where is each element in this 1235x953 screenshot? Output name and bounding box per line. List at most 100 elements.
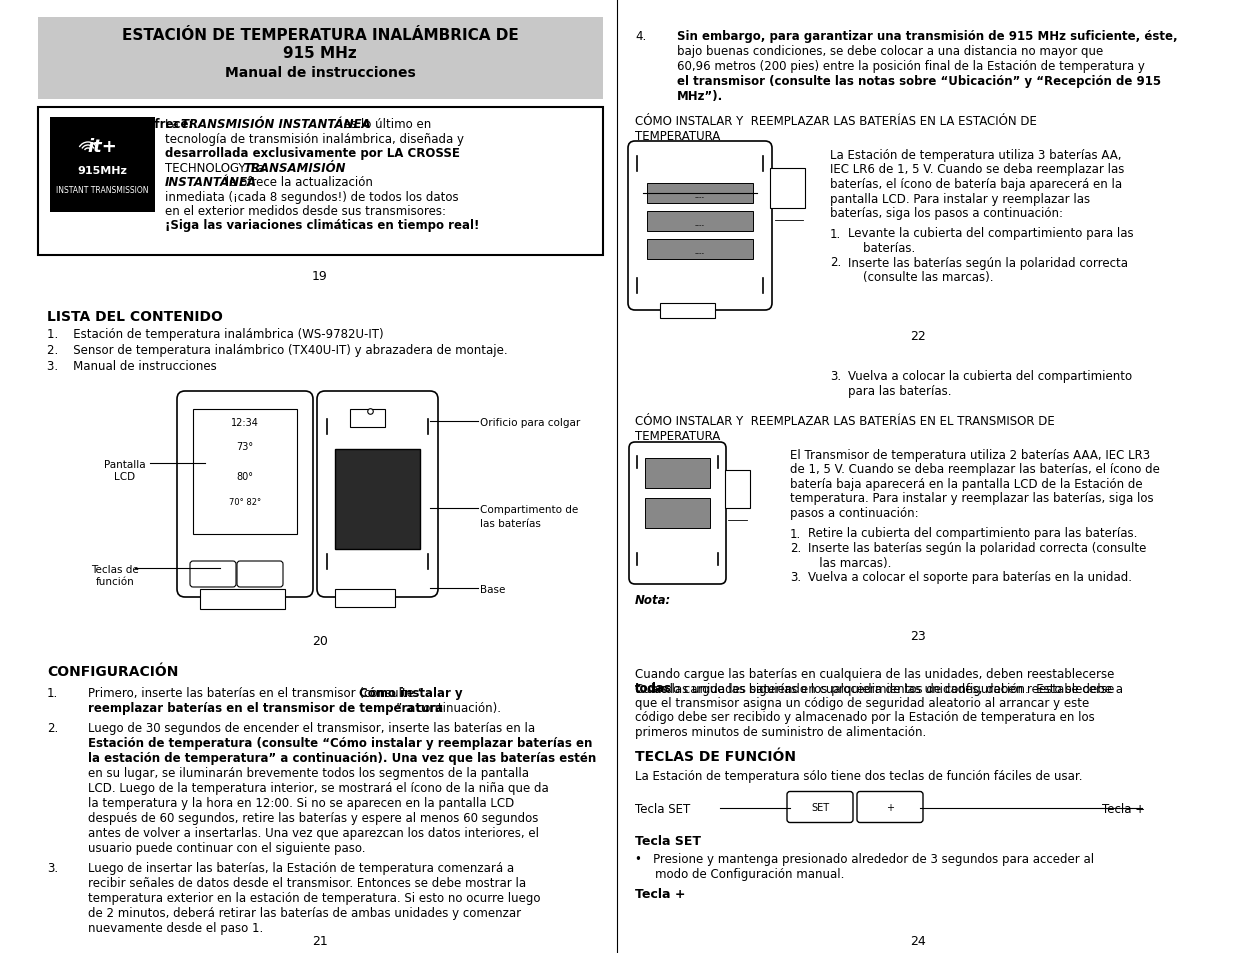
Text: Tecla SET: Tecla SET <box>635 835 701 847</box>
Text: 1.: 1. <box>830 227 841 240</box>
Text: Primero, inserte las baterías en el transmisor (consulte “: Primero, inserte las baterías en el tran… <box>88 686 424 700</box>
Text: 24: 24 <box>910 934 926 947</box>
Text: 3.: 3. <box>790 571 802 583</box>
Text: es lo último en: es lo último en <box>340 118 431 131</box>
Text: Sin embargo, para garantizar una transmisión de 915 MHz suficiente, éste,: Sin embargo, para garantizar una transmi… <box>677 30 1178 43</box>
Text: reemplazar baterías en el transmisor de temperatura: reemplazar baterías en el transmisor de … <box>88 701 443 714</box>
Text: 2.: 2. <box>830 256 841 269</box>
Text: Este producto ofrece:: Este producto ofrece: <box>49 118 194 131</box>
Text: LISTA DEL CONTENIDO: LISTA DEL CONTENIDO <box>47 310 222 324</box>
Text: 73°: 73° <box>236 441 253 452</box>
Text: Cómo instalar y: Cómo instalar y <box>359 686 463 700</box>
Text: ----: ---- <box>695 193 705 200</box>
Text: La: La <box>165 118 183 131</box>
Bar <box>645 498 710 529</box>
Bar <box>38 18 603 100</box>
Text: 2.: 2. <box>790 541 802 555</box>
Text: +: + <box>885 802 894 812</box>
Text: desarrollada exclusivamente por LA CROSSE: desarrollada exclusivamente por LA CROSS… <box>165 147 459 160</box>
Bar <box>725 471 750 509</box>
FancyBboxPatch shape <box>787 792 853 822</box>
Text: usuario puede continuar con el siguiente paso.: usuario puede continuar con el siguiente… <box>88 841 366 854</box>
Text: 21: 21 <box>312 934 327 947</box>
Text: LCD: LCD <box>115 472 136 481</box>
Bar <box>38 108 603 255</box>
Text: 2.    Sensor de temperatura inalámbrico (TX40U-IT) y abrazadera de montaje.: 2. Sensor de temperatura inalámbrico (TX… <box>47 344 508 356</box>
Text: TEMPERATURA: TEMPERATURA <box>635 430 720 442</box>
Text: pasos a continuación:: pasos a continuación: <box>790 506 919 519</box>
Bar <box>193 410 296 535</box>
Text: temperatura exterior en la estación de temperatura. Si esto no ocurre luego: temperatura exterior en la estación de t… <box>88 891 541 904</box>
Text: 23: 23 <box>910 629 926 642</box>
Text: TECLAS DE FUNCIÓN: TECLAS DE FUNCIÓN <box>635 750 797 763</box>
Text: Orificio para colgar: Orificio para colgar <box>480 417 580 428</box>
FancyBboxPatch shape <box>629 442 726 584</box>
Text: 20: 20 <box>312 635 329 647</box>
Text: 22: 22 <box>910 330 926 343</box>
Text: temperatura. Para instalar y reemplazar las baterías, siga los: temperatura. Para instalar y reemplazar … <box>790 492 1153 505</box>
Text: ESTACIÓN DE TEMPERATURA INALÁMBRICA DE: ESTACIÓN DE TEMPERATURA INALÁMBRICA DE <box>121 28 519 43</box>
Text: Inserte las baterías según la polaridad correcta: Inserte las baterías según la polaridad … <box>848 256 1128 269</box>
Text: Luego de insertar las baterías, la Estación de temperatura comenzará a: Luego de insertar las baterías, la Estac… <box>88 862 514 874</box>
Bar <box>769 169 805 209</box>
Text: •   Presione y mantenga presionado alrededor de 3 segundos para acceder al: • Presione y mantenga presionado alreded… <box>635 853 1094 865</box>
Text: 1.: 1. <box>790 527 802 540</box>
Text: 4.: 4. <box>635 30 646 43</box>
FancyBboxPatch shape <box>237 561 283 587</box>
Bar <box>647 240 753 260</box>
Text: 19: 19 <box>312 270 327 283</box>
Text: baterías.: baterías. <box>848 242 915 254</box>
Text: todas: todas <box>635 681 672 695</box>
Text: IEC LR6 de 1, 5 V. Cuando se deba reemplazar las: IEC LR6 de 1, 5 V. Cuando se deba reempl… <box>830 163 1124 176</box>
Text: MHz”).: MHz”). <box>677 90 724 103</box>
Text: Compartimento de: Compartimento de <box>480 504 578 515</box>
Text: CONFIGURACIÓN: CONFIGURACIÓN <box>47 664 178 679</box>
Text: batería baja aparecerá en la pantalla LCD de la Estación de: batería baja aparecerá en la pantalla LC… <box>790 477 1142 491</box>
Text: que el transmisor asigna un código de seguridad aleatorio al arrancar y este: que el transmisor asigna un código de se… <box>635 697 1089 709</box>
FancyBboxPatch shape <box>335 589 395 607</box>
Text: código debe ser recibido y almacenado por la Estación de temperatura en los: código debe ser recibido y almacenado po… <box>635 711 1094 723</box>
Text: el transmisor (consulte las notas sobre “Ubicación” y “Recepción de 915: el transmisor (consulte las notas sobre … <box>677 75 1161 88</box>
Text: Teclas de: Teclas de <box>91 564 138 575</box>
FancyBboxPatch shape <box>317 392 438 598</box>
Text: TRANSAMISIÓN: TRANSAMISIÓN <box>243 161 346 174</box>
Text: modo de Configuración manual.: modo de Configuración manual. <box>655 867 845 880</box>
Text: 12:34: 12:34 <box>231 417 259 428</box>
Text: Cuando cargue las baterías en cualquiera de las unidades, deben reestablecerse: Cuando cargue las baterías en cualquiera… <box>635 681 1114 695</box>
Text: las marcas).: las marcas). <box>808 556 892 569</box>
Text: Pantalla: Pantalla <box>104 459 146 470</box>
Text: SET: SET <box>811 802 829 812</box>
Text: todas las unidades siguiendo los procedimientos de configuración.  Esto se debe : todas las unidades siguiendo los procedi… <box>635 681 1123 695</box>
Bar <box>645 458 710 489</box>
Text: Vuelva a colocar la cubierta del compartimiento: Vuelva a colocar la cubierta del compart… <box>848 370 1132 382</box>
Text: Nota:: Nota: <box>635 593 672 606</box>
Text: 3.    Manual de instrucciones: 3. Manual de instrucciones <box>47 359 217 373</box>
Text: 1.    Estación de temperatura inalámbrica (WS-9782U-IT): 1. Estación de temperatura inalámbrica (… <box>47 328 384 340</box>
Text: it+: it+ <box>86 138 117 156</box>
Text: de 2 minutos, deberá retirar las baterías de ambas unidades y comenzar: de 2 minutos, deberá retirar las batería… <box>88 906 521 919</box>
Text: pantalla LCD. Para instalar y reemplazar las: pantalla LCD. Para instalar y reemplazar… <box>830 193 1091 205</box>
Text: de 1, 5 V. Cuando se deba reemplazar las baterías, el ícono de: de 1, 5 V. Cuando se deba reemplazar las… <box>790 463 1160 476</box>
Text: función: función <box>95 577 135 586</box>
Text: Levante la cubierta del compartimiento para las: Levante la cubierta del compartimiento p… <box>848 227 1134 240</box>
Text: la estación de temperatura” a continuación). Una vez que las baterías estén: la estación de temperatura” a continuaci… <box>88 751 597 764</box>
Text: La Estación de temperatura utiliza 3 baterías AA,: La Estación de temperatura utiliza 3 bat… <box>830 149 1121 162</box>
Text: Tecla SET: Tecla SET <box>635 802 690 816</box>
Text: 915MHz: 915MHz <box>77 166 127 175</box>
Text: Vuelva a colocar el soporte para baterías en la unidad.: Vuelva a colocar el soporte para batería… <box>808 571 1132 583</box>
Text: Base: Base <box>480 584 505 595</box>
Text: las baterías: las baterías <box>480 518 541 529</box>
Text: CÓMO INSTALAR Y  REEMPLAZAR LAS BATERÍAS EN LA ESTACIÓN DE: CÓMO INSTALAR Y REEMPLAZAR LAS BATERÍAS … <box>635 115 1037 128</box>
Bar <box>659 304 715 318</box>
Text: TRANSMISIÓN INSTANTÁNEA: TRANSMISIÓN INSTANTÁNEA <box>182 118 370 131</box>
Text: TEMPERATURA: TEMPERATURA <box>635 130 720 143</box>
Bar <box>200 589 285 609</box>
Text: recibir señales de datos desde el transmisor. Entonces se debe mostrar la: recibir señales de datos desde el transm… <box>88 876 526 889</box>
Text: INSTANT TRANSMISSION: INSTANT TRANSMISSION <box>56 186 148 194</box>
Bar <box>49 118 156 213</box>
Bar <box>350 410 385 428</box>
Text: antes de volver a insertarlas. Una vez que aparezcan los datos interiores, el: antes de volver a insertarlas. Una vez q… <box>88 826 538 840</box>
Text: 915 MHz: 915 MHz <box>283 46 357 61</box>
Text: nuevamente desde el paso 1.: nuevamente desde el paso 1. <box>88 921 263 934</box>
Text: 3.: 3. <box>830 370 841 382</box>
